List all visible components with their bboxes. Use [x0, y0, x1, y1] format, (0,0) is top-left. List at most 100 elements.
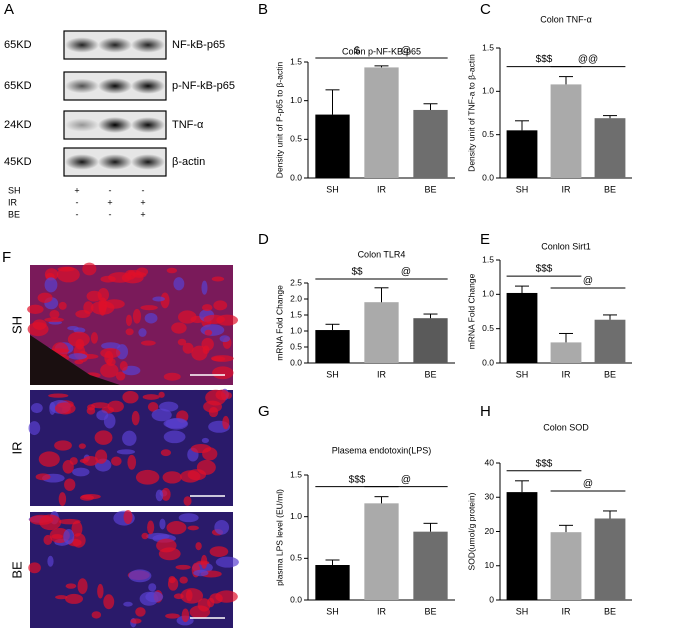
- tissue-stain: [168, 575, 176, 584]
- y-axis-label: mRNA Fold Change: [466, 273, 476, 349]
- y-tick-label: 0.5: [290, 553, 302, 563]
- treatment-sign: +: [140, 197, 145, 207]
- x-tick-label: BE: [424, 606, 436, 616]
- y-tick-label: 1.5: [482, 42, 494, 52]
- x-tick-label: SH: [516, 369, 529, 379]
- bar: [315, 114, 350, 178]
- panel-label: H: [480, 403, 491, 420]
- tissue-stain: [177, 310, 197, 324]
- tissue-stain: [111, 456, 122, 466]
- treatment-sign: -: [76, 209, 79, 219]
- tissue-stain: [65, 583, 77, 589]
- bar: [413, 531, 448, 600]
- tissue-stain: [97, 583, 104, 599]
- tissue-stain: [69, 457, 78, 465]
- tissue-stain: [77, 578, 88, 595]
- tissue-stain: [48, 393, 69, 398]
- significance-label: $$$: [536, 458, 553, 469]
- tissue-stain: [94, 430, 113, 445]
- blot-band: [65, 118, 99, 132]
- bar: [315, 330, 350, 363]
- x-tick-label: SH: [516, 184, 529, 194]
- blot-band: [131, 78, 165, 94]
- tissue-stain: [189, 605, 211, 619]
- tissue-stain: [183, 496, 192, 506]
- panel-label: F: [2, 249, 11, 266]
- tissue-stain: [38, 451, 60, 467]
- tissue-stain: [83, 301, 94, 315]
- group-label: SH: [8, 185, 21, 195]
- blot-band: [131, 117, 165, 133]
- tissue-stain: [82, 262, 97, 276]
- tissue-stain: [35, 473, 51, 481]
- significance-label: $: [354, 46, 360, 57]
- bar: [364, 67, 399, 178]
- y-axis-label: mRNA Fold Change: [274, 285, 284, 361]
- tissue-stain: [132, 271, 147, 278]
- x-tick-label: BE: [604, 369, 616, 379]
- tissue-stain: [91, 611, 102, 619]
- tissue-stain: [63, 529, 75, 545]
- y-axis-label: Density unit of P-p65 to β-actin: [274, 62, 284, 179]
- tissue-stain: [215, 389, 230, 401]
- protein-label: p-NF-kB-p65: [172, 80, 235, 92]
- tissue-stain: [161, 487, 171, 501]
- treatment-sign: +: [74, 185, 79, 195]
- tissue-stain: [30, 403, 43, 414]
- size-label: 24KD: [4, 119, 32, 131]
- tissue-stain: [116, 449, 136, 455]
- tissue-stain: [80, 494, 94, 501]
- group-label: BE: [9, 561, 24, 579]
- x-tick-label: SH: [326, 606, 339, 616]
- tissue-stain: [132, 308, 142, 324]
- tissue-stain: [101, 342, 121, 350]
- y-tick-label: 20: [485, 526, 495, 536]
- significance-label: $$$: [536, 54, 553, 65]
- y-tick-label: 1.0: [290, 95, 302, 105]
- blot-band: [65, 37, 99, 53]
- tissue-stain: [155, 489, 164, 502]
- tissue-stain: [140, 340, 156, 346]
- y-tick-label: 1.5: [290, 309, 302, 319]
- y-axis-label: SOD(umol/g protein): [466, 492, 476, 570]
- tissue-stain: [57, 266, 75, 272]
- tissue-stain: [181, 608, 190, 623]
- tissue-stain: [214, 519, 230, 535]
- x-tick-label: IR: [562, 184, 572, 194]
- tissue-stain: [122, 390, 139, 404]
- tissue-stain: [201, 337, 214, 351]
- significance-label: @: [401, 46, 411, 57]
- bar: [550, 84, 582, 178]
- tissue-stain: [44, 277, 58, 293]
- bar: [594, 319, 626, 363]
- panel-label: E: [480, 231, 490, 248]
- tissue-stain: [100, 363, 119, 378]
- tissue-stain: [90, 332, 98, 344]
- tissue-stain: [159, 518, 166, 530]
- tissue-stain: [128, 569, 152, 583]
- tissue-stain: [135, 469, 160, 485]
- blot-band: [131, 37, 165, 53]
- significance-label: @: [583, 479, 593, 490]
- x-tick-label: SH: [326, 184, 339, 194]
- tissue-stain: [222, 415, 230, 430]
- tissue-stain: [160, 449, 172, 457]
- tissue-stain: [104, 350, 114, 365]
- tissue-stain: [144, 312, 158, 324]
- tissue-stain: [211, 276, 225, 282]
- y-tick-label: 2.0: [290, 293, 302, 303]
- y-tick-label: 30: [485, 492, 495, 502]
- tissue-stain: [145, 591, 164, 603]
- tissue-stain: [175, 564, 191, 570]
- blot-band: [98, 154, 132, 170]
- significance-label: @: [401, 474, 411, 485]
- tissue-stain: [179, 576, 188, 584]
- tissue-stain: [27, 304, 44, 314]
- panel-label: D: [258, 231, 269, 248]
- bar: [594, 118, 626, 178]
- tissue-stain: [203, 400, 222, 413]
- tissue-stain: [28, 562, 41, 574]
- tissue-stain: [196, 560, 210, 565]
- bar: [594, 518, 626, 600]
- y-tick-label: 0.5: [290, 134, 302, 144]
